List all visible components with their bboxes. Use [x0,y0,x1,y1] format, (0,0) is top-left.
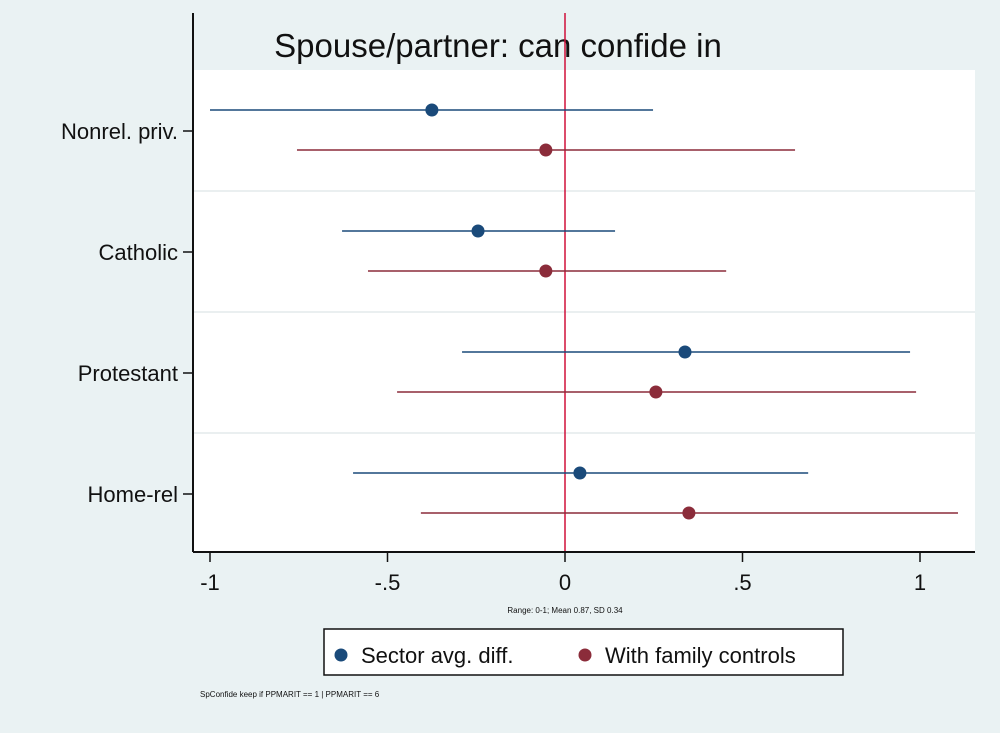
point-estimate-series-1 [649,385,663,399]
x-tick-label: -1 [200,570,220,595]
x-tick-label: 0 [559,570,571,595]
point-estimate-series-0 [678,345,692,359]
legend: Sector avg. diff. With family controls [323,628,844,676]
legend-label-sector: Sector avg. diff. [361,643,513,668]
point-estimate-series-0 [573,466,587,480]
y-tick-label: Home-rel [88,482,178,507]
point-estimate-series-1 [539,143,553,157]
chart-note: SpConfide keep if PPMARIT == 1 | PPMARIT… [200,690,380,699]
x-axis-label: Range: 0-1; Mean 0.87, SD 0.34 [507,606,623,615]
chart-title: Spouse/partner: can confide in [274,27,722,64]
point-estimate-series-1 [539,264,553,278]
legend-label-family: With family controls [605,643,796,668]
point-estimate-series-1 [682,506,696,520]
y-tick-label: Nonrel. priv. [61,119,178,144]
plot-area [193,70,975,552]
point-estimate-series-0 [471,224,485,238]
legend-marker-family [578,648,592,662]
point-estimate-series-0 [425,103,439,117]
legend-marker-sector [334,648,348,662]
y-tick-label: Protestant [78,361,178,386]
y-tick-label: Catholic [99,240,178,265]
x-tick-label: -.5 [375,570,401,595]
x-tick-label: .5 [733,570,751,595]
x-tick-label: 1 [914,570,926,595]
